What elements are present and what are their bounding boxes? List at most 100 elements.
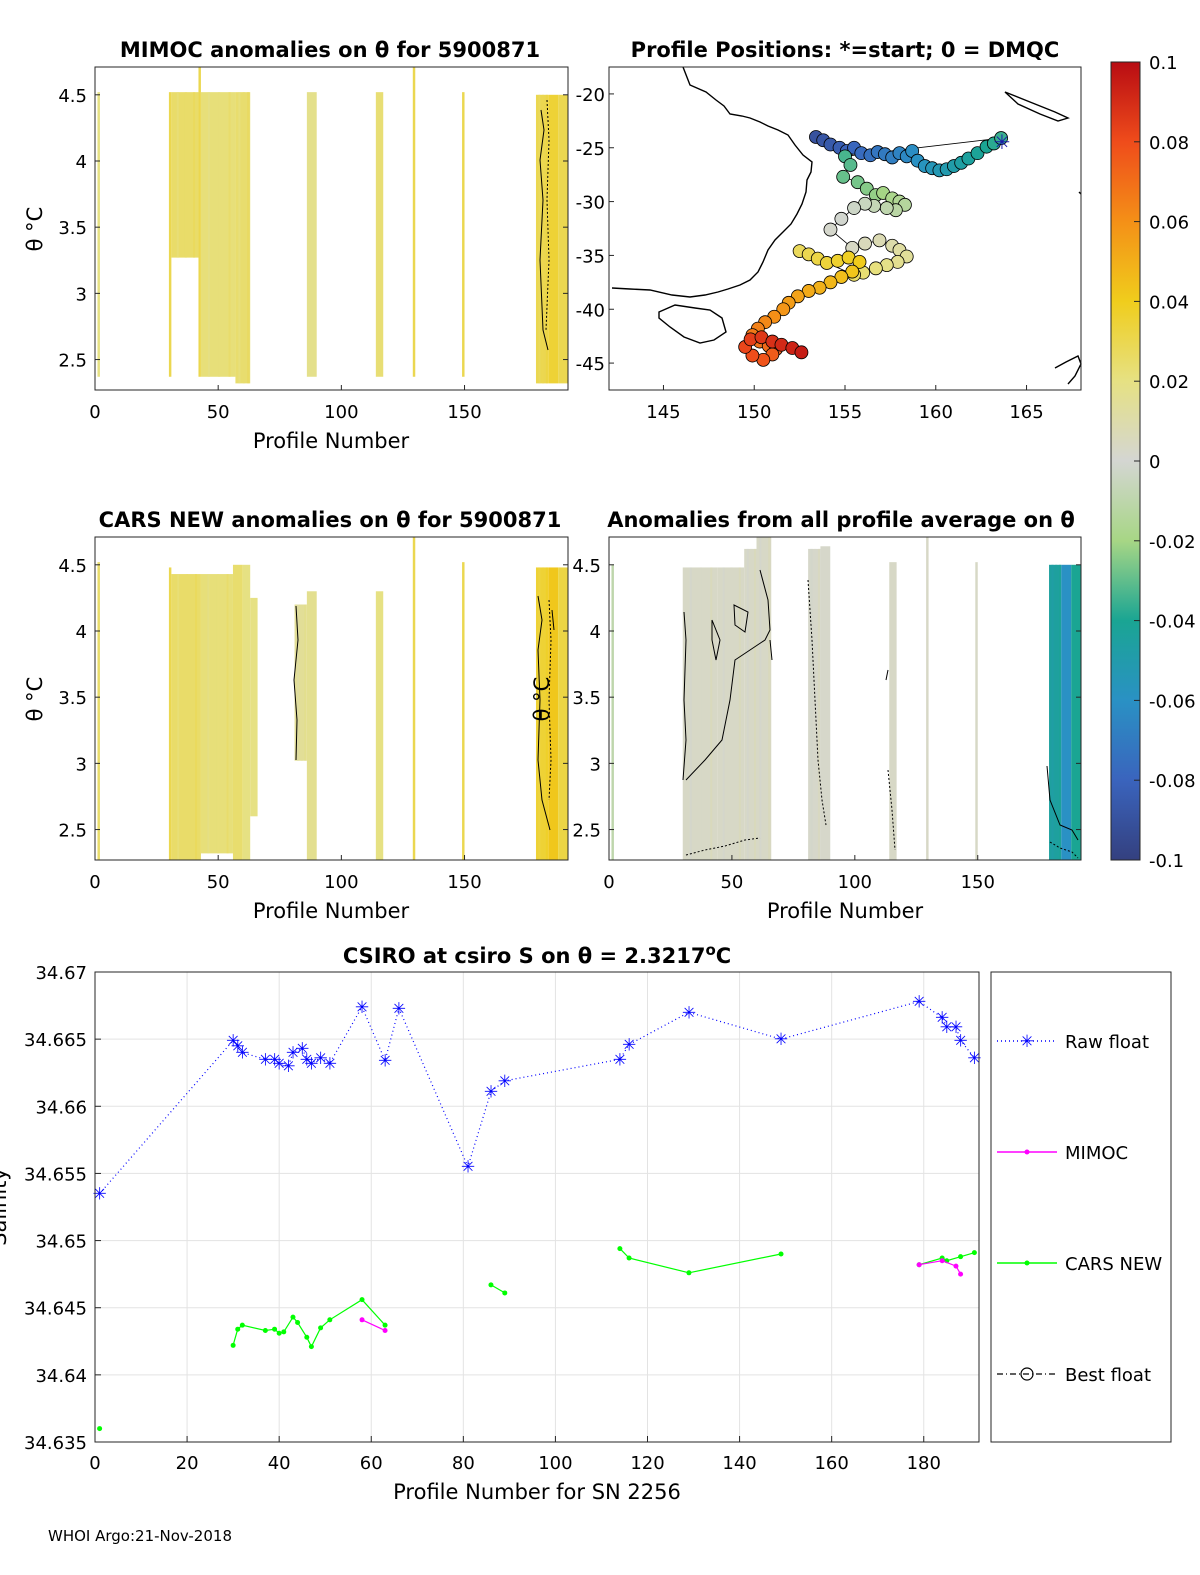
heatmap-cell-band	[226, 574, 229, 854]
profile-position-point	[879, 201, 894, 215]
x-tick-label: 60	[360, 1453, 383, 1474]
heatmap-cell-band	[176, 92, 179, 258]
x-tick-label: 50	[207, 402, 230, 423]
cars-new-point	[318, 1325, 324, 1331]
x-tick-label: 120	[630, 1453, 664, 1474]
raw-float-point: ✳	[484, 1083, 498, 1103]
cars-xlabel: Profile Number	[253, 899, 410, 923]
mimoc-point	[382, 1328, 388, 1334]
heatmap-cell-band	[247, 92, 250, 384]
heatmap-cell	[1061, 564, 1072, 860]
raw-float-point: ✳	[622, 1036, 636, 1056]
x-tick-label: 150	[447, 402, 481, 423]
y-tick-label: -30	[576, 193, 605, 214]
profile-position-point	[847, 201, 861, 215]
avg-ylabel: θ °C	[530, 677, 554, 722]
cars-new-point	[778, 1251, 784, 1257]
heatmap-cell	[232, 564, 243, 860]
heatmap-cell	[375, 92, 384, 377]
cars-contours	[293, 595, 555, 831]
y-tick-label: 3	[76, 754, 87, 775]
cars-title: CARS NEW anomalies on θ for 5900871	[99, 508, 562, 532]
profile-position-point	[823, 222, 838, 237]
footer-credit: WHOI Argo:21-Nov-2018	[48, 1527, 232, 1545]
colorbar-ticks: 0.1 0.08 0.06 0.04 0.02 0 -0.02 -0.04 -0.06 -0.08…	[1134, 53, 1196, 872]
y-tick-label: 3.5	[58, 688, 87, 709]
x-tick-label: 40	[268, 1453, 291, 1474]
heatmap-cell-band	[193, 92, 196, 258]
x-tick-label: 160	[919, 402, 953, 423]
raw-float-point: ✳	[940, 1018, 954, 1038]
heatmap-cell-band	[542, 94, 545, 384]
x-tick-label: 0	[89, 872, 100, 893]
salinity-axes-box	[94, 971, 980, 1443]
heatmap-cell	[926, 537, 929, 860]
profile-position-point	[852, 254, 867, 269]
colorbar-tick-label: 0.1	[1149, 53, 1178, 74]
avg-title: Anomalies from all profile average on θ	[607, 508, 1075, 532]
x-tick-label: 20	[176, 1453, 199, 1474]
avg-panel: Anomalies from all profile average on θ …	[530, 508, 1082, 923]
heatmap-cell-band	[763, 537, 766, 860]
heatmap-cell	[412, 537, 416, 860]
legend-entry-cars-new: CARS NEW	[997, 1254, 1162, 1275]
heatmap-cell-band	[218, 92, 221, 377]
profile-position-point	[823, 275, 838, 290]
float-positions	[738, 130, 1009, 367]
cars-axes-box	[94, 536, 569, 861]
raw-float-point: ✳	[392, 999, 406, 1019]
salinity-legend: ✳ Raw float MIMOC CARS NEW Best float	[990, 971, 1172, 1443]
legend-entry-best-float: Best float	[997, 1365, 1151, 1386]
heatmap-cell	[412, 67, 416, 377]
x-tick-label: 160	[814, 1453, 848, 1474]
y-tick-label: -35	[576, 246, 605, 267]
raw-float-point: ✳	[272, 1054, 286, 1074]
x-tick-label: 150	[961, 872, 995, 893]
mimoc-point	[939, 1258, 945, 1264]
mimoc-line	[361, 1260, 962, 1332]
mimoc-xlabel: Profile Number	[253, 429, 410, 453]
cars-new-point	[382, 1322, 388, 1328]
heatmap-cell	[611, 564, 614, 860]
x-tick-label: 150	[737, 402, 771, 423]
heatmap-cell	[242, 564, 251, 860]
colorbar-tick-label: 0.08	[1149, 133, 1189, 154]
cars-new-point	[359, 1297, 365, 1303]
profile-position-point	[845, 264, 860, 279]
x-tick-label: 100	[324, 872, 358, 893]
raw-float-point: ✳	[304, 1054, 318, 1074]
avg-xlabel: Profile Number	[767, 899, 924, 923]
y-tick-label: 2.5	[58, 351, 87, 372]
y-tick-label: 34.635	[24, 1433, 87, 1454]
heatmap-cell-band	[207, 92, 210, 377]
heatmap-cell	[168, 567, 172, 860]
profile-position-point	[776, 302, 791, 317]
profile-position-point	[834, 211, 849, 226]
cars-new-point	[97, 1426, 103, 1432]
legend-entry-raw-float: ✳ Raw float	[997, 1032, 1149, 1053]
raw-float-point: ✳	[953, 1031, 967, 1051]
x-tick-label: 145	[646, 402, 680, 423]
mimoc-heatmap	[97, 67, 568, 384]
colorbar-tick-label: -0.04	[1149, 612, 1196, 633]
cars-new-point	[235, 1326, 241, 1332]
cars-new-point	[239, 1322, 245, 1328]
heatmap-cell	[198, 67, 201, 377]
raw-float-point: ✳	[286, 1044, 300, 1064]
track-line	[744, 136, 1003, 361]
heatmap-cell-band	[545, 94, 548, 384]
cars-ticks: 0 50 100 150 2.5 3 3.5 4 4.5	[58, 556, 568, 893]
cars-new-point	[290, 1314, 296, 1320]
heatmap-cell	[306, 92, 317, 377]
cars-heatmap	[97, 537, 568, 860]
heatmap-cell	[168, 92, 172, 377]
heatmap-cell	[889, 562, 897, 860]
x-tick-label: 50	[207, 872, 230, 893]
y-tick-label: 2.5	[572, 821, 601, 842]
x-tick-label: 100	[538, 1453, 572, 1474]
profile-position-point	[794, 345, 809, 360]
cars-new-point	[308, 1344, 314, 1350]
heatmap-cell-band	[1051, 564, 1054, 860]
y-tick-label: 4.5	[572, 556, 601, 577]
